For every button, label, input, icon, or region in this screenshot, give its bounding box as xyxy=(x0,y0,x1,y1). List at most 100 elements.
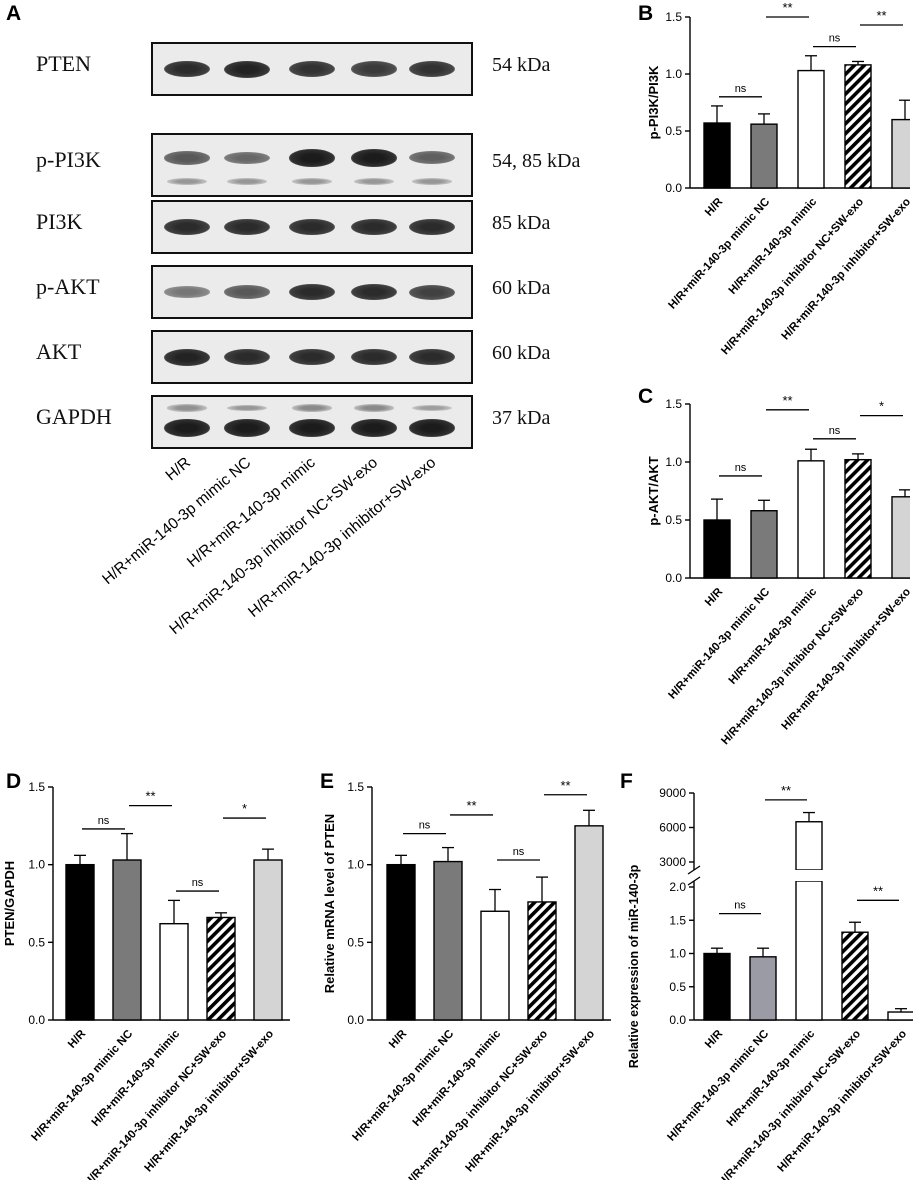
axis-break-mark xyxy=(687,876,701,886)
significance-label: ** xyxy=(560,778,570,793)
bar xyxy=(797,69,825,189)
blot-band xyxy=(164,151,210,165)
y-tick-label: 1.5 xyxy=(669,913,686,927)
y-tick-label: 1.0 xyxy=(665,67,682,81)
y-tick-label: 2.0 xyxy=(669,880,686,894)
y-tick-label: 1.0 xyxy=(669,947,686,961)
blot-strip xyxy=(151,42,473,96)
blot-band xyxy=(164,419,210,437)
y-tick-label: 0.0 xyxy=(669,1013,686,1027)
chart-d: 0.0 0.5 1.0 1.5 PTEN/GAPDH H/RH/R+miR-140-3p … xyxy=(2,780,290,1180)
bar xyxy=(750,123,778,189)
bar xyxy=(433,860,463,1021)
panel-letter-b: B xyxy=(638,2,654,25)
y-tick-label: 0.0 xyxy=(665,571,682,585)
bar xyxy=(159,922,189,1021)
y-axis-label: p-PI3K/PI3K xyxy=(646,65,661,139)
blot-band-secondary xyxy=(412,178,452,186)
significance-label: ns xyxy=(192,877,204,889)
y-tick-label: 0.5 xyxy=(669,980,686,994)
blot-kda-label: 60 kDa xyxy=(492,342,551,364)
blot-kda-label: 85 kDa xyxy=(492,212,551,234)
bar xyxy=(206,916,236,1021)
blot-band xyxy=(289,218,335,236)
x-tick-label: H/R xyxy=(703,585,726,608)
bar xyxy=(574,825,604,1021)
blot-band xyxy=(409,61,455,77)
blot-band xyxy=(409,218,455,236)
significance-label: ** xyxy=(782,0,792,15)
blot-kda-label: 54 kDa xyxy=(492,54,551,76)
blot-strip xyxy=(151,395,473,449)
blot-band xyxy=(351,149,397,167)
chart-e: 0.0 0.5 1.0 1.5 Relative mRNA level of PTEN H… xyxy=(322,778,611,1180)
blot-band xyxy=(289,419,335,437)
panel-letter-a: A xyxy=(6,2,22,25)
x-tick-label: H/R+miR-140-3p mimic xyxy=(725,1028,818,1129)
bar xyxy=(703,122,731,189)
y-tick-label: 0.5 xyxy=(665,513,682,527)
blot-band xyxy=(409,419,455,437)
y-tick-label: 0.5 xyxy=(665,124,682,138)
blot-band-secondary xyxy=(227,404,267,412)
panel-letter-d: D xyxy=(6,770,22,793)
blot-band xyxy=(409,284,455,300)
bar xyxy=(253,859,283,1021)
blot-band xyxy=(351,419,397,437)
panel-letter-f: F xyxy=(620,770,633,793)
blot-band xyxy=(224,151,270,165)
blot-band xyxy=(351,61,397,77)
significance-label: ns xyxy=(829,33,841,45)
y-tick-label: 0.0 xyxy=(347,1013,364,1027)
y-tick-label: 9000 xyxy=(659,786,686,800)
bar xyxy=(750,510,778,579)
significance-label: ns xyxy=(513,846,525,858)
bar xyxy=(703,952,731,1021)
blot-band-secondary xyxy=(292,178,332,186)
y-tick-label: 0.0 xyxy=(665,181,682,195)
y-tick-label: 1.5 xyxy=(347,780,364,794)
significance-label: ns xyxy=(419,820,431,832)
bar xyxy=(386,863,416,1021)
bar xyxy=(527,901,557,1021)
blot-kda-label: 37 kDa xyxy=(492,407,551,429)
significance-label: ns xyxy=(735,83,747,95)
significance-label: * xyxy=(879,399,884,414)
bar xyxy=(65,863,95,1021)
y-tick-label: 6000 xyxy=(659,821,686,835)
blot-band xyxy=(409,151,455,165)
bar xyxy=(795,880,823,1021)
blot-lane-label: H/R xyxy=(162,454,194,485)
significance-label: ns xyxy=(829,425,841,437)
blot-band-secondary xyxy=(354,178,394,186)
blot-band xyxy=(164,286,210,298)
chart-c: 0.0 0.5 1.0 1.5 p-AKT/AKT H/RH/R+miR-140-3p m… xyxy=(646,393,910,747)
x-tick-label: H/R+miR-140-3p mimic NC xyxy=(666,196,772,312)
bar xyxy=(887,1011,913,1021)
bar xyxy=(480,910,510,1021)
blot-strip xyxy=(151,133,473,197)
y-tick-label: 0.0 xyxy=(28,1013,45,1027)
y-tick-label: 1.5 xyxy=(28,780,45,794)
blot-band-secondary xyxy=(412,404,452,412)
blot-band xyxy=(224,60,270,78)
y-tick-label: 1.0 xyxy=(347,858,364,872)
y-tick-label: 1.0 xyxy=(665,455,682,469)
blot-band xyxy=(289,348,335,366)
blot-band xyxy=(164,60,210,78)
blot-band xyxy=(351,348,397,366)
blot-protein-label: PTEN xyxy=(36,51,91,76)
blot-strip xyxy=(151,330,473,384)
significance-label: ** xyxy=(876,8,886,23)
y-axis-label: p-AKT/AKT xyxy=(646,456,661,525)
significance-label: ns xyxy=(98,815,110,827)
blot-band xyxy=(224,218,270,236)
blot-band xyxy=(224,348,270,366)
chart-f: 3000 6000 9000 0.0 0.5 1.0 1.5 2.0 Relative expr… xyxy=(627,783,913,1180)
blot-band xyxy=(164,348,210,366)
significance-label: ** xyxy=(781,783,791,798)
blot-band xyxy=(289,149,335,167)
panel-letter-e: E xyxy=(320,770,335,793)
bar xyxy=(844,458,872,579)
y-axis-label: Relative mRNA level of PTEN xyxy=(322,814,337,993)
